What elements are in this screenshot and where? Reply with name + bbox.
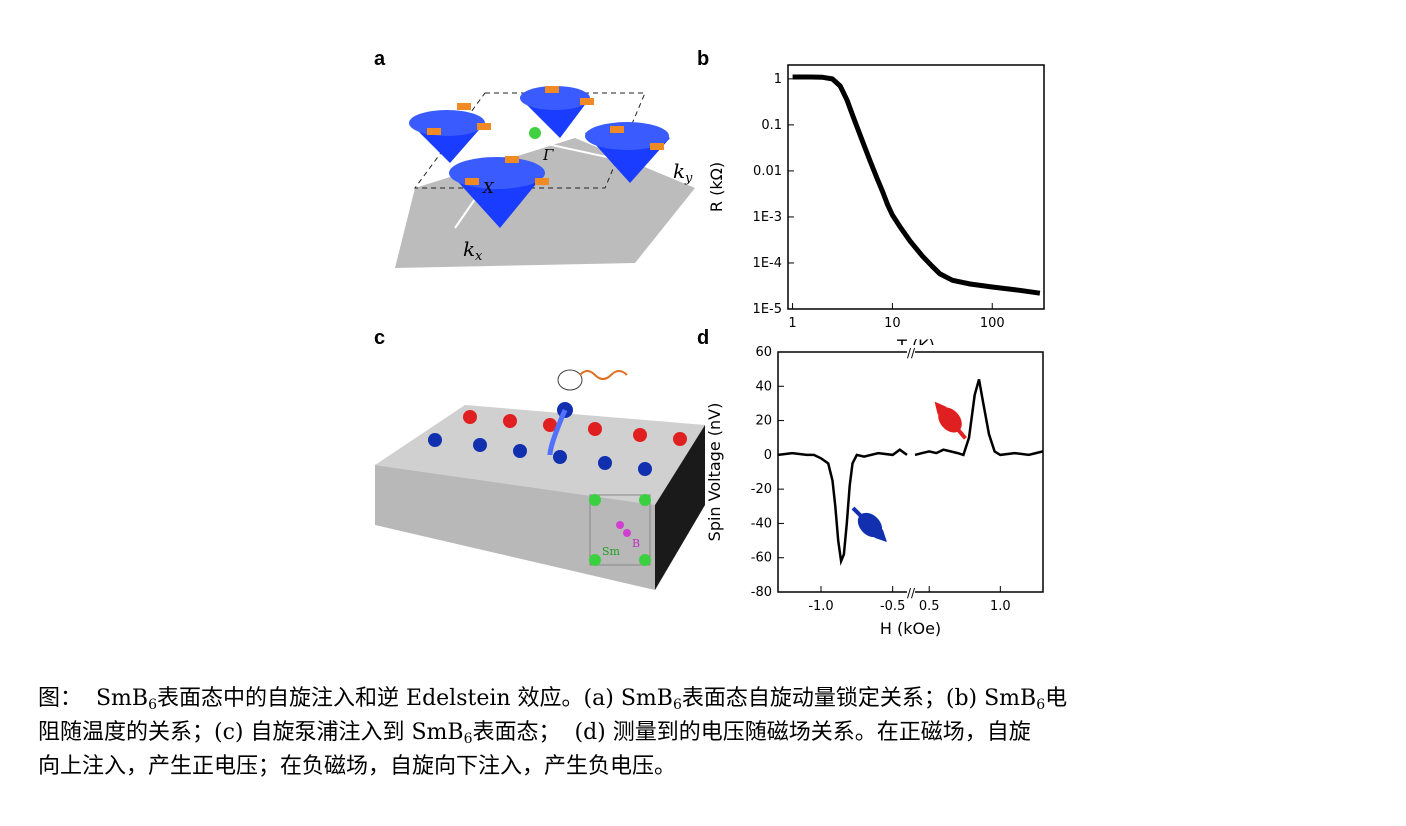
panel-label-c: c xyxy=(374,327,386,349)
spin-arrows xyxy=(427,86,664,185)
spin-pumping-illustration: Sm B xyxy=(375,369,705,590)
xbar-label: X xyxy=(482,179,495,197)
y-tick-label: -80 xyxy=(751,585,772,600)
y-tick-label: 1E-3 xyxy=(753,210,782,225)
kx-sub-label: x xyxy=(475,249,483,264)
crystal-side-face xyxy=(655,425,705,590)
caption-line-3: 向上注入，产生正电压；在负磁场，自旋向下注入，产生负电压。 xyxy=(38,754,677,779)
y-tick-label: 60 xyxy=(755,345,772,360)
dirac-cone-illustration: Γ X k y k x xyxy=(395,86,695,268)
axis-break-gap-top xyxy=(907,349,915,355)
negative-field-curve xyxy=(777,448,908,566)
x-tick-label: 10 xyxy=(884,316,901,331)
y-tick-label: 1E-4 xyxy=(753,256,782,271)
spin-voltage-vs-field-chart: // // 60 40 20 0 -20 -40 -60 -80 -1.0 -0.5 0.5 1.0 H (… xyxy=(705,345,1044,638)
spin-up-arrow-icon xyxy=(934,401,967,440)
caption-line-2: 阻随温度的关系；(c) 自旋泵浦注入到 SmB6表面态； (d) 测量到的电压随… xyxy=(38,720,1031,747)
caption-line-1: 图： SmB6表面态中的自旋注入和逆 Edelstein 效应。(a) SmB6… xyxy=(38,686,1068,713)
dirac-cone-right xyxy=(585,122,670,183)
injection-path xyxy=(547,409,568,456)
brillouin-zone xyxy=(414,92,646,189)
x-tick-label: 1.0 xyxy=(990,599,1011,614)
b-atom-label: B xyxy=(632,537,640,550)
y-tick-label: 1E-5 xyxy=(753,302,782,317)
axis-break-gap-bottom xyxy=(907,589,915,595)
spin-up-row xyxy=(463,410,687,446)
y-tick-label: -40 xyxy=(751,516,772,531)
x-tick-label: -1.0 xyxy=(808,599,833,614)
x-tick-label: 100 xyxy=(980,316,1005,331)
axis-break-bottom: // xyxy=(907,586,916,600)
unit-cell: Sm B xyxy=(589,494,651,566)
y-tick-label: -60 xyxy=(751,551,772,566)
dirac-cone-left xyxy=(409,110,485,163)
gamma-label: Γ xyxy=(542,146,554,164)
dirac-cone-top xyxy=(520,86,590,138)
ky-sub-label: y xyxy=(684,171,693,186)
y-tick-label: 20 xyxy=(755,414,772,429)
gamma-point xyxy=(529,127,541,139)
x-axis-label: H (kOe) xyxy=(880,619,941,638)
positive-field-curve xyxy=(914,379,1044,457)
resistance-vs-temperature-chart: 1 10 100 1 0.1 0.01 1E-3 1E-4 1E-5 T (K) R (kΩ) xyxy=(707,64,1045,345)
ky-label: k xyxy=(673,159,685,183)
kx-label: k xyxy=(463,237,475,261)
spin-pump-source-icon xyxy=(557,369,628,391)
plot-frame xyxy=(787,64,1045,310)
y-tick-label: 1 xyxy=(774,72,782,87)
panel-label-a: a xyxy=(374,48,386,70)
x-tick-label: 0.5 xyxy=(919,599,940,614)
panel-label-d: d xyxy=(697,327,710,349)
resistance-curve xyxy=(792,74,1041,296)
y-tick-label: -20 xyxy=(751,482,772,497)
sm-atom-label: Sm xyxy=(602,545,621,558)
y-axis-label: Spin Voltage (nV) xyxy=(705,403,724,542)
y-axis-label: R (kΩ) xyxy=(707,162,726,212)
y-tick-label: 40 xyxy=(755,379,772,394)
y-tick-label: 0 xyxy=(764,448,772,463)
figure-caption: 图： SmB6表面态中的自旋注入和逆 Edelstein 效应。(a) SmB6… xyxy=(38,682,1378,784)
plot-frame xyxy=(777,351,1044,593)
x-tick-label: 1 xyxy=(788,316,796,331)
axis-break-top: // xyxy=(907,346,916,360)
crystal-front-face xyxy=(375,465,655,590)
y-tick-label: 0.1 xyxy=(761,118,782,133)
x-axis-label: T (K) xyxy=(896,336,935,345)
x-tick-label: -0.5 xyxy=(880,599,905,614)
crystal-top-face xyxy=(375,405,705,505)
spin-down-row xyxy=(428,433,652,476)
spin-down-arrow-icon xyxy=(851,506,887,542)
y-tick-label: 0.01 xyxy=(753,164,782,179)
panel-label-b: b xyxy=(697,48,710,70)
